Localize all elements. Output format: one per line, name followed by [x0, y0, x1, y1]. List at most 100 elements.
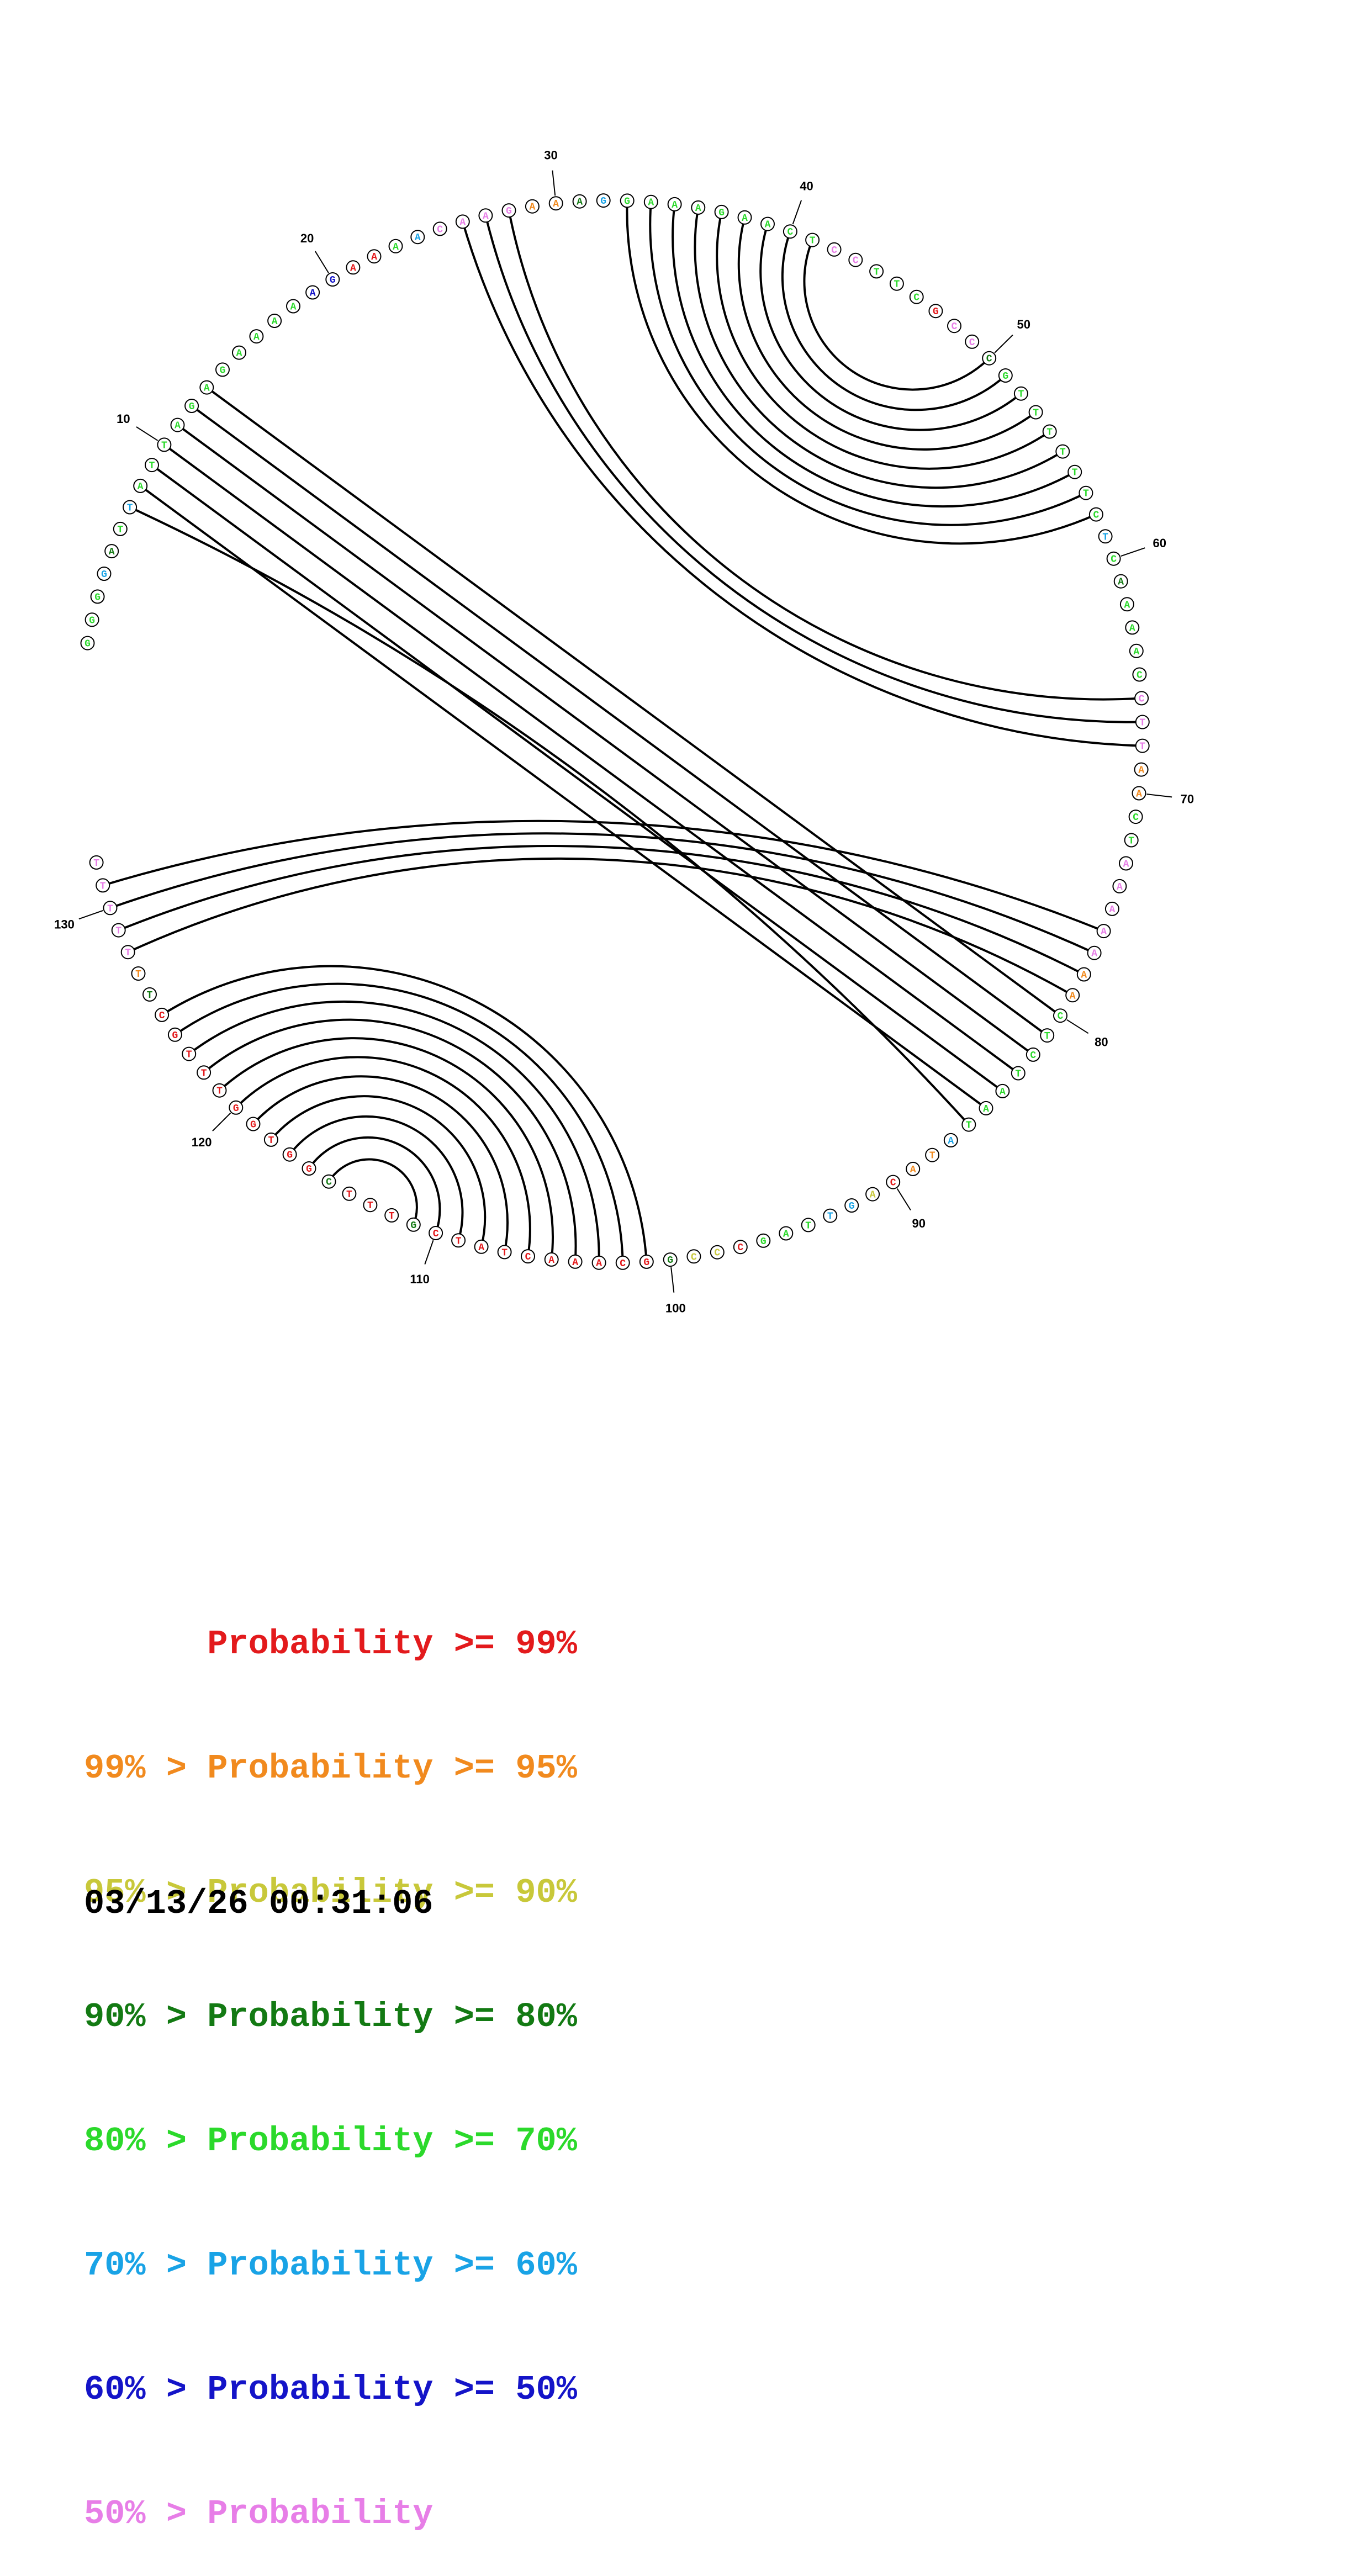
nucleotide: A: [544, 1252, 559, 1267]
nucleotide-letter: T: [1018, 389, 1024, 400]
tick-mark: [212, 1112, 231, 1131]
nucleotide: G: [928, 304, 943, 319]
nucleotide-letter: G: [287, 1150, 293, 1161]
nucleotide-circle: [886, 1175, 901, 1189]
nucleotide: A: [572, 194, 587, 209]
nucleotide: T: [889, 276, 904, 291]
nucleotide-letter: C: [433, 1229, 439, 1240]
tick-label: 120: [192, 1135, 212, 1149]
nucleotide-letter: T: [186, 1050, 192, 1061]
nucleotide: C: [947, 319, 961, 334]
base-pair-arc: [163, 443, 1019, 1075]
nucleotide-letter: A: [695, 203, 701, 214]
nucleotide-circle: [1096, 924, 1111, 939]
nucleotide-letter: C: [1137, 670, 1143, 681]
nucleotide: G: [596, 193, 611, 208]
nucleotide-circle: [1125, 620, 1140, 635]
nucleotide-circle: [321, 1174, 336, 1189]
nucleotide-circle: [1135, 738, 1150, 753]
nucleotide-circle: [1112, 879, 1127, 893]
nucleotide: A: [1125, 620, 1140, 635]
nucleotide: A: [1119, 597, 1134, 612]
nucleotide: T: [1042, 424, 1057, 439]
nucleotide-letter: T: [125, 948, 131, 959]
nucleotide-circle: [1053, 1008, 1067, 1023]
nucleotide: T: [497, 1245, 512, 1260]
nucleotide: A: [170, 417, 185, 432]
nucleotide-circle: [133, 478, 148, 493]
nucleotide-circle: [1128, 810, 1143, 824]
nucleotide-letter: A: [236, 348, 242, 359]
nucleotide-letter: A: [1123, 859, 1129, 870]
nucleotide: G: [756, 1233, 771, 1248]
nucleotide-circle: [384, 1208, 399, 1223]
base-pair-arc: [174, 982, 624, 1263]
nucleotide-circle: [1106, 551, 1121, 566]
tick-mark: [1146, 794, 1172, 798]
nucleotide-letter: T: [149, 461, 155, 472]
nucleotide: C: [155, 1007, 170, 1022]
nucleotide-letter: T: [135, 969, 141, 980]
nucleotide-circle: [572, 194, 587, 209]
nucleotide: T: [869, 264, 884, 279]
nucleotide: T: [111, 923, 126, 938]
nucleotide-circle: [1040, 1028, 1055, 1043]
nucleotide: T: [342, 1186, 357, 1201]
nucleotide: T: [145, 458, 159, 473]
nucleotide-circle: [90, 589, 105, 604]
nucleotide: A: [943, 1133, 958, 1147]
tick-mark: [896, 1188, 911, 1211]
nucleotide-letter: A: [459, 217, 466, 228]
nucleotide-letter: A: [870, 1190, 876, 1201]
nucleotide-letter: C: [1139, 694, 1145, 705]
nucleotide-letter: A: [1101, 927, 1107, 938]
base-pair-arc: [235, 1056, 531, 1257]
nucleotide-circle: [925, 1147, 940, 1162]
nucleotide-letter: A: [983, 1104, 989, 1115]
base-pair-arc: [759, 224, 1022, 431]
nucleotide: T: [263, 1132, 278, 1147]
base-pair-arc: [484, 215, 1143, 723]
nucleotide-letter: C: [326, 1177, 332, 1188]
nucleotide-circle: [591, 1255, 606, 1270]
nucleotide-letter: A: [272, 316, 278, 327]
nucleotide: A: [232, 345, 246, 360]
nucleotide-letter: G: [667, 1255, 673, 1266]
nucleotide-circle: [548, 196, 563, 211]
nucleotide: C: [886, 1175, 901, 1189]
base-pair-arc: [327, 1158, 418, 1225]
nucleotide-circle: [1076, 967, 1091, 982]
nucleotide-letter: T: [1015, 1069, 1021, 1080]
nucleotide-circle: [120, 945, 135, 960]
nucleotide-circle: [686, 1249, 701, 1264]
nucleotide-letter: G: [849, 1201, 855, 1212]
nucleotide-circle: [525, 199, 540, 214]
nucleotide-circle: [691, 200, 706, 215]
legend-row-6: 70% > Probability >= 60%: [84, 2246, 577, 2285]
nucleotide: T: [1067, 464, 1082, 479]
legend-row-4: 90% > Probability >= 80%: [84, 1997, 577, 2037]
nucleotide: C: [521, 1249, 535, 1264]
nucleotide: A: [410, 230, 425, 245]
base-pair-arc: [191, 405, 1048, 1036]
nucleotide-circle: [1129, 643, 1144, 658]
nucleotide-letter: C: [714, 1248, 720, 1259]
legend-row-1: Probability >= 99%: [84, 1625, 577, 1664]
nucleotide: G: [90, 589, 105, 604]
nucleotide-circle: [737, 210, 752, 225]
tick-label: 20: [300, 231, 314, 245]
nucleotide-letter: A: [577, 197, 583, 208]
nucleotide: G: [282, 1147, 297, 1162]
legend-row-8: 50% > Probability: [84, 2494, 434, 2533]
nucleotide-circle: [184, 399, 199, 413]
nucleotide-letter: A: [1000, 1087, 1006, 1098]
tick-mark: [670, 1267, 675, 1293]
nucleotide-circle: [961, 1117, 976, 1132]
nucleotide: T: [123, 500, 138, 515]
nucleotide: T: [823, 1208, 838, 1223]
base-pair-arc: [270, 1095, 487, 1247]
base-pair-arc: [781, 231, 1007, 411]
nucleotide-letter: A: [290, 302, 297, 313]
nucleotide-letter: A: [572, 1257, 578, 1268]
